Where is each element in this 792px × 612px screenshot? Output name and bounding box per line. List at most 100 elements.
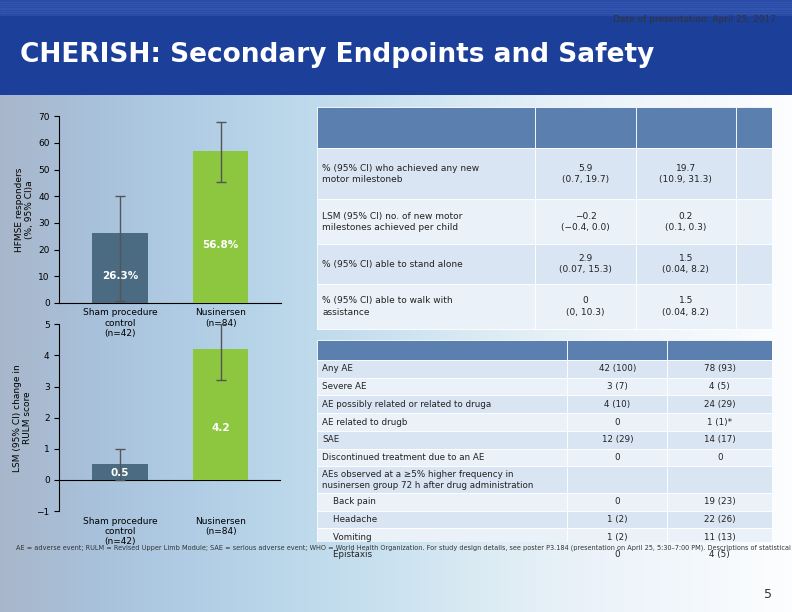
Text: 56.8%: 56.8% <box>203 241 239 250</box>
Text: 1.5
(0.04, 8.2): 1.5 (0.04, 8.2) <box>662 296 709 316</box>
Bar <box>567 449 668 466</box>
Text: 22 (26): 22 (26) <box>704 515 736 524</box>
Text: 78 (93): 78 (93) <box>704 364 736 373</box>
Bar <box>317 493 567 510</box>
Bar <box>668 431 772 449</box>
Bar <box>567 466 668 493</box>
Bar <box>567 546 668 564</box>
Bar <box>567 378 668 395</box>
Text: 4 (5): 4 (5) <box>710 382 730 391</box>
Bar <box>317 449 567 466</box>
Text: AE = adverse event; RULM = Revised Upper Limb Module; SAE = serious adverse even: AE = adverse event; RULM = Revised Upper… <box>16 544 792 551</box>
Text: % (95% CI) who achieved any new
motor milestoneb: % (95% CI) who achieved any new motor mi… <box>322 163 479 184</box>
Bar <box>535 149 635 199</box>
Text: 3 (7): 3 (7) <box>607 382 628 391</box>
Bar <box>0 0 792 2</box>
Bar <box>317 107 535 149</box>
Bar <box>668 449 772 466</box>
Text: 0: 0 <box>615 417 620 427</box>
Bar <box>535 199 635 244</box>
Bar <box>668 360 772 378</box>
Text: 0: 0 <box>615 550 620 559</box>
Bar <box>567 431 668 449</box>
Bar <box>317 149 535 199</box>
Bar <box>668 546 772 564</box>
Bar <box>635 107 736 149</box>
Bar <box>317 528 567 546</box>
Bar <box>317 413 567 431</box>
Bar <box>317 546 567 564</box>
Text: 5.9
(0.7, 19.7): 5.9 (0.7, 19.7) <box>562 163 609 184</box>
Bar <box>736 107 772 149</box>
Bar <box>567 395 668 413</box>
Bar <box>0 2 792 4</box>
Text: 4 (5): 4 (5) <box>710 550 730 559</box>
Bar <box>535 244 635 283</box>
Bar <box>193 152 249 303</box>
Bar <box>668 528 772 546</box>
Bar <box>317 466 567 493</box>
Text: 2.9
(0.07, 15.3): 2.9 (0.07, 15.3) <box>559 254 612 274</box>
Text: 26.3%: 26.3% <box>101 271 138 282</box>
Text: 0.2
(0.1, 0.3): 0.2 (0.1, 0.3) <box>665 212 706 231</box>
Text: 1 (2): 1 (2) <box>607 532 628 542</box>
Bar <box>0 6 792 7</box>
Bar <box>317 244 535 283</box>
Text: 0: 0 <box>615 497 620 506</box>
Bar <box>567 340 668 360</box>
Bar <box>317 360 567 378</box>
Text: 19.7
(10.9, 31.3): 19.7 (10.9, 31.3) <box>659 163 712 184</box>
Text: AE related to drugb: AE related to drugb <box>322 417 408 427</box>
Bar <box>317 283 535 329</box>
Y-axis label: HFMSE responders
(%, 95% CI)a: HFMSE responders (%, 95% CI)a <box>14 168 34 252</box>
Bar <box>736 244 772 283</box>
Text: 11 (13): 11 (13) <box>704 532 736 542</box>
Text: Severe AE: Severe AE <box>322 382 367 391</box>
Text: 0
(0, 10.3): 0 (0, 10.3) <box>566 296 605 316</box>
Text: LSM (95% CI) no. of new motor
milestones achieved per child: LSM (95% CI) no. of new motor milestones… <box>322 212 463 231</box>
Bar <box>317 199 535 244</box>
Text: 1 (1)*: 1 (1)* <box>707 417 733 427</box>
Text: 4.2: 4.2 <box>211 423 230 433</box>
Text: Vomiting: Vomiting <box>322 532 372 542</box>
Bar <box>317 395 567 413</box>
Bar <box>567 360 668 378</box>
Text: Headache: Headache <box>322 515 378 524</box>
Bar <box>0 13 792 15</box>
Text: AE possibly related or related to druga: AE possibly related or related to druga <box>322 400 492 409</box>
Bar <box>668 378 772 395</box>
Bar <box>92 465 147 480</box>
Text: −0.2
(−0.4, 0.0): −0.2 (−0.4, 0.0) <box>561 212 610 231</box>
Text: 4 (10): 4 (10) <box>604 400 630 409</box>
Text: 0: 0 <box>615 453 620 462</box>
Bar <box>668 510 772 528</box>
Bar <box>567 413 668 431</box>
Bar <box>0 9 792 12</box>
Text: SAE: SAE <box>322 435 340 444</box>
Text: 1 (2): 1 (2) <box>607 515 628 524</box>
Y-axis label: LSM (95% CI) change in
RULM score: LSM (95% CI) change in RULM score <box>13 364 32 472</box>
Bar <box>668 340 772 360</box>
Text: 12 (29): 12 (29) <box>602 435 633 444</box>
Bar <box>668 413 772 431</box>
Bar <box>535 283 635 329</box>
Bar <box>736 283 772 329</box>
Bar <box>668 466 772 493</box>
Text: CHERISH: Secondary Endpoints and Safety: CHERISH: Secondary Endpoints and Safety <box>20 42 654 68</box>
Text: Epistaxis: Epistaxis <box>322 550 372 559</box>
Bar <box>736 199 772 244</box>
Bar <box>736 149 772 199</box>
Text: 42 (100): 42 (100) <box>599 364 636 373</box>
Text: % (95% CI) able to stand alone: % (95% CI) able to stand alone <box>322 259 463 269</box>
Bar <box>535 107 635 149</box>
Text: 14 (17): 14 (17) <box>704 435 736 444</box>
Text: % (95% CI) able to walk with
assistance: % (95% CI) able to walk with assistance <box>322 296 453 316</box>
Bar <box>567 493 668 510</box>
Text: 24 (29): 24 (29) <box>704 400 736 409</box>
Bar <box>92 233 147 303</box>
Bar <box>635 199 736 244</box>
Text: 5: 5 <box>764 588 772 601</box>
Bar <box>317 340 567 360</box>
Bar <box>193 349 249 480</box>
Bar <box>635 244 736 283</box>
